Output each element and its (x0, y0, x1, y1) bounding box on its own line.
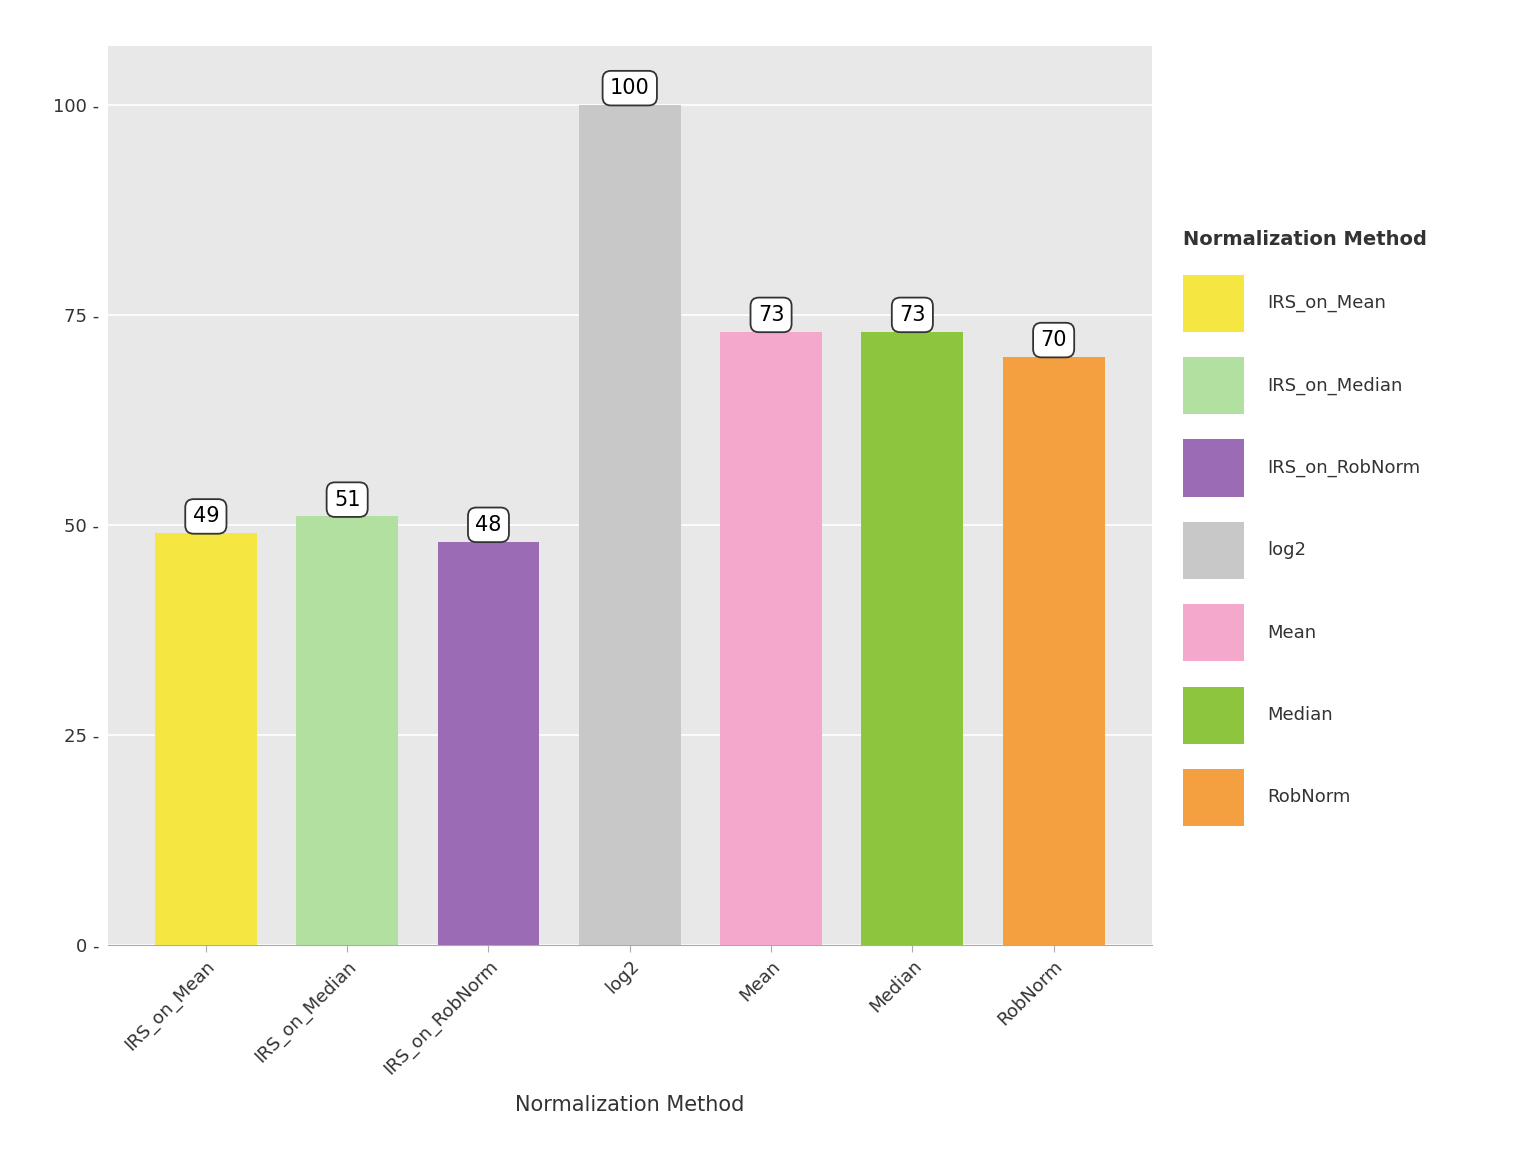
Text: log2: log2 (1267, 541, 1306, 560)
Text: 51: 51 (333, 490, 361, 509)
FancyBboxPatch shape (1183, 770, 1244, 826)
Text: 73: 73 (757, 305, 785, 325)
Text: IRS_on_Median: IRS_on_Median (1267, 377, 1402, 395)
Text: RobNorm: RobNorm (1267, 788, 1350, 806)
Bar (296, 516, 398, 945)
FancyBboxPatch shape (1183, 687, 1244, 744)
Text: IRS_on_RobNorm: IRS_on_RobNorm (1267, 458, 1421, 477)
Text: Normalization Method: Normalization Method (1183, 230, 1427, 249)
Bar (155, 533, 257, 945)
Text: Median: Median (1267, 706, 1333, 725)
Text: Mean: Mean (1267, 623, 1316, 642)
FancyBboxPatch shape (1183, 604, 1244, 661)
FancyBboxPatch shape (1183, 275, 1244, 332)
Bar (720, 332, 822, 945)
FancyBboxPatch shape (1183, 522, 1244, 578)
Text: 48: 48 (475, 515, 502, 535)
Text: 100: 100 (610, 78, 650, 98)
Text: 70: 70 (1040, 331, 1068, 350)
Bar (579, 105, 680, 945)
Text: IRS_on_Mean: IRS_on_Mean (1267, 294, 1385, 312)
FancyBboxPatch shape (1183, 357, 1244, 415)
Bar (438, 541, 539, 945)
X-axis label: Normalization Method: Normalization Method (515, 1096, 745, 1115)
Text: 49: 49 (192, 507, 220, 526)
Bar (862, 332, 963, 945)
FancyBboxPatch shape (1183, 440, 1244, 497)
Text: 73: 73 (899, 305, 926, 325)
Bar (1003, 357, 1104, 945)
